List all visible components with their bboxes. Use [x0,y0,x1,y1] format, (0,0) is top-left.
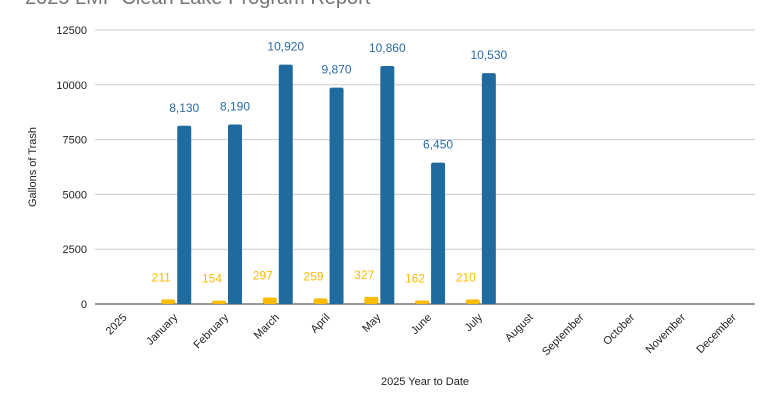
bar [465,299,480,304]
bar [481,73,496,304]
data-label: 327 [354,268,374,282]
x-tick-label: October [601,311,637,347]
bar [177,125,192,304]
data-label: 10,860 [369,41,406,55]
data-label: 210 [456,270,476,284]
x-tick-label: February [192,311,232,351]
bar [212,300,226,304]
data-label: 154 [202,272,222,286]
data-label: 6,450 [423,138,453,152]
data-label: 9,870 [322,63,352,77]
x-tick-label: June [409,312,434,337]
y-tick-label: 5000 [63,189,87,201]
data-label: 211 [152,270,171,284]
x-tick-label: September [540,311,587,358]
data-label: 297 [253,268,273,282]
x-tick-label: April [309,312,333,336]
y-tick-label: 2500 [63,244,87,256]
x-tick-label: August [503,312,536,345]
bar [313,298,328,304]
data-label: 10,920 [267,40,304,54]
y-tick-label: 0 [81,299,87,311]
x-tick-label: July [463,311,486,334]
bar [329,87,344,304]
data-label: 10,530 [470,48,507,62]
bar [262,297,277,304]
x-tick-label: May [360,311,384,335]
x-tick-label: 2025 [104,312,130,338]
bar [161,299,176,304]
y-axis-label: Gallons of Trash [27,127,39,207]
bar [415,300,430,304]
x-axis-label: 2025 Year to Date [381,376,469,388]
bar [228,124,242,305]
x-tick-label: January [144,311,181,348]
bar [278,64,293,304]
bar [380,65,395,305]
data-label: 8,130 [169,101,199,115]
y-tick-label: 12500 [56,25,87,37]
data-label: 162 [405,271,425,285]
bar [364,296,379,304]
x-tick-label: March [252,312,282,342]
bar [431,162,446,304]
y-tick-label: 10000 [56,80,87,92]
x-tick-label: December [694,311,739,356]
x-tick-label: November [644,311,689,356]
y-tick-label: 7500 [63,135,87,147]
data-label: 8,190 [220,99,250,113]
data-label: 259 [304,269,324,283]
chart-title: 2025 LMP Clean Lake Program Report [25,0,371,9]
